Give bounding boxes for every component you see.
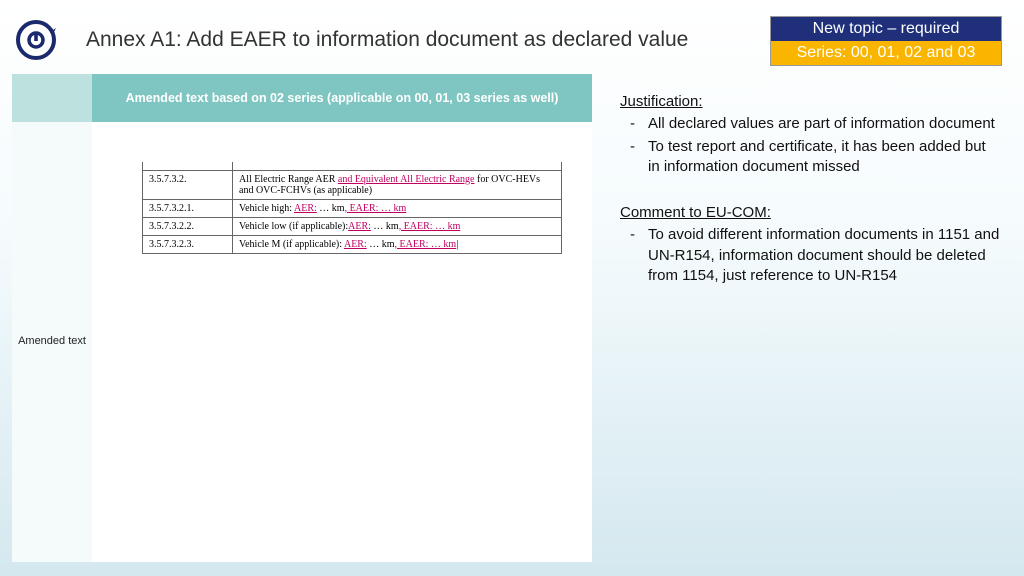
row-label: Amended text — [12, 122, 92, 562]
justification-list: All declared values are part of informat… — [620, 114, 1000, 177]
badge-bottom: Series: 00, 01, 02 and 03 — [771, 41, 1001, 65]
topic-badge: New topic – required Series: 00, 01, 02 … — [770, 16, 1002, 66]
comment-heading: Comment to EU-COM: — [620, 203, 1000, 223]
badge-top: New topic – required — [771, 17, 1001, 41]
logo-icon — [14, 18, 58, 62]
list-item: All declared values are part of informat… — [620, 114, 1000, 134]
table-header-right: Amended text based on 02 series (applica… — [92, 74, 592, 122]
table-row: 3.5.7.3.2.All Electric Range AER and Equ… — [143, 170, 562, 199]
list-item: To test report and certificate, it has b… — [620, 137, 1000, 178]
table-header-left — [12, 74, 92, 122]
table-row: 3.5.7.3.2.3.Vehicle M (if applicable): A… — [143, 235, 562, 253]
list-item: To avoid different information documents… — [620, 225, 1000, 286]
page-title: Annex A1: Add EAER to information docume… — [86, 28, 688, 52]
right-column: Justification: All declared values are p… — [620, 92, 1000, 312]
amended-table: Amended text based on 02 series (applica… — [12, 74, 592, 564]
comment-list: To avoid different information documents… — [620, 225, 1000, 286]
inner-data-table: 3.5.7.3.2.All Electric Range AER and Equ… — [142, 162, 562, 254]
justification-heading: Justification: — [620, 92, 1000, 112]
table-content: 3.5.7.3.2.All Electric Range AER and Equ… — [92, 122, 592, 562]
table-row: 3.5.7.3.2.2.Vehicle low (if applicable):… — [143, 217, 562, 235]
table-row: 3.5.7.3.2.1.Vehicle high: AER: … km, EAE… — [143, 199, 562, 217]
